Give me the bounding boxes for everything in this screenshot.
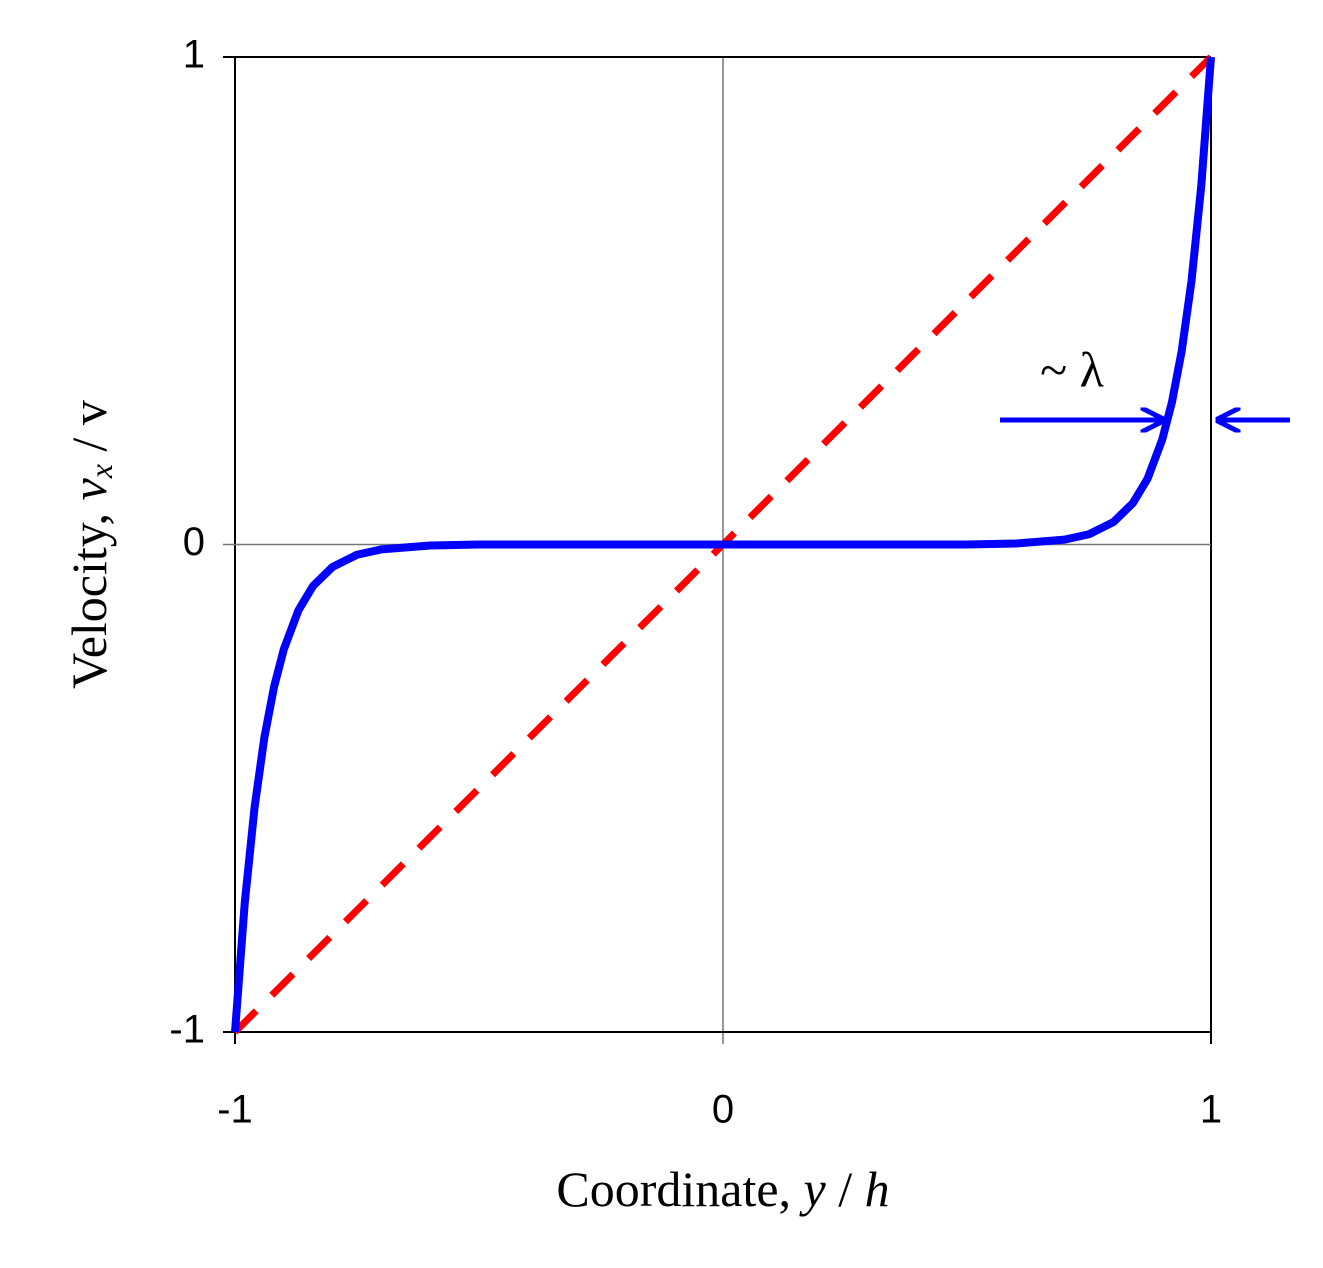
y-axis-label: Velocity, vx / v [61, 400, 119, 689]
y-axis-label-part: Velocity, [61, 500, 117, 688]
line [231, 56, 1215, 1033]
y-axis-label-part: x [83, 464, 119, 479]
annotation: ~ λ [1040, 341, 1104, 397]
x-tick-label: 0 [712, 1088, 734, 1132]
x-axis-label-part: y [799, 1161, 827, 1217]
y-tick-label: 0 [183, 520, 205, 564]
x-axis-label: Coordinate, y / h [556, 1161, 889, 1217]
x-axis-label-part: Coordinate, [556, 1161, 803, 1217]
y-axis-label-part: v [61, 477, 117, 500]
y-tick-label: -1 [169, 1008, 205, 1052]
y-axis-label-part: / v [61, 400, 117, 464]
x-tick-label: -1 [217, 1088, 253, 1132]
y-tick-label: 1 [183, 33, 205, 77]
x-axis-label-part: / [826, 1161, 865, 1217]
x-axis-label-part: h [865, 1161, 890, 1217]
x-tick-label: 1 [1200, 1088, 1222, 1132]
